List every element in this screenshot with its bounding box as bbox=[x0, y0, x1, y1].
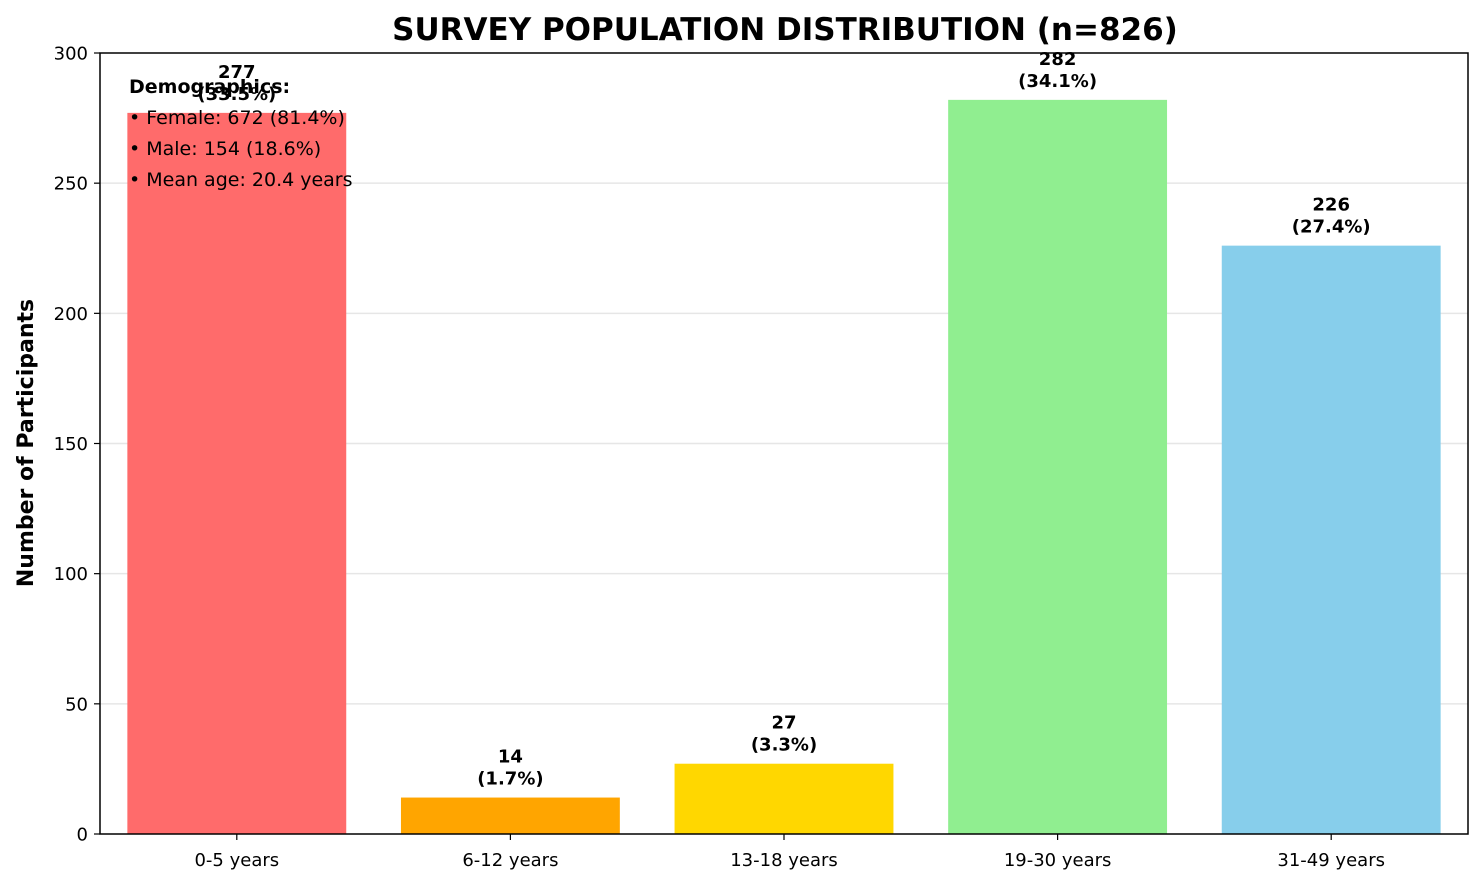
y-tick-label: 50 bbox=[65, 694, 88, 715]
y-tick-label: 300 bbox=[54, 44, 88, 65]
y-tick-label: 200 bbox=[54, 304, 88, 325]
bar-value-label: 282 bbox=[1039, 49, 1077, 70]
bar-value-label: 277 bbox=[218, 62, 256, 83]
bar-value-label: 27 bbox=[771, 713, 796, 734]
axis-ticks: 0 50 100 150 200 250 300 0-5 years 6-12 years 13-… bbox=[54, 44, 1385, 872]
x-tick-label: 13-18 years bbox=[730, 850, 838, 871]
annotation-line-female: • Female: 672 (81.4%) bbox=[129, 107, 345, 129]
bar-percent-label: (1.7%) bbox=[477, 769, 543, 790]
y-tick-label: 100 bbox=[54, 564, 88, 585]
bars bbox=[127, 99, 1441, 835]
bar-percent-label: (3.3%) bbox=[751, 735, 817, 756]
x-tick-label: 19-30 years bbox=[1004, 850, 1112, 871]
y-tick-label: 250 bbox=[54, 174, 88, 195]
data-labels: 277(33.5%) 14(1.7%) 27(3.3%) 282(34.1%) 226(… bbox=[197, 49, 1370, 790]
demographics-annotation: Demographics: • Female: 672 (81.4%) • Ma… bbox=[129, 76, 353, 191]
bar bbox=[674, 763, 894, 834]
bar-percent-label: (34.1%) bbox=[1018, 71, 1097, 92]
bar bbox=[948, 99, 1168, 835]
bar bbox=[1221, 245, 1441, 834]
x-tick-label: 6-12 years bbox=[462, 850, 558, 871]
bar-value-label: 226 bbox=[1312, 195, 1350, 216]
y-axis-label: Number of Participants bbox=[14, 299, 39, 587]
bar bbox=[127, 112, 347, 835]
y-tick-label: 150 bbox=[54, 434, 88, 455]
annotation-heading: Demographics: bbox=[129, 76, 290, 98]
bar-value-label: 14 bbox=[498, 747, 523, 768]
annotation-line-male: • Male: 154 (18.6%) bbox=[129, 138, 321, 160]
x-tick-label: 31-49 years bbox=[1277, 850, 1385, 871]
bar-percent-label: (33.5%) bbox=[197, 84, 276, 105]
chart-title: SURVEY POPULATION DISTRIBUTION (n=826) bbox=[392, 12, 1178, 48]
bar-percent-label: (27.4%) bbox=[1292, 217, 1371, 238]
annotation-line-mean-age: • Mean age: 20.4 years bbox=[129, 169, 353, 191]
bar bbox=[400, 797, 620, 834]
y-tick-label: 0 bbox=[77, 825, 88, 846]
x-tick-label: 0-5 years bbox=[194, 850, 279, 871]
